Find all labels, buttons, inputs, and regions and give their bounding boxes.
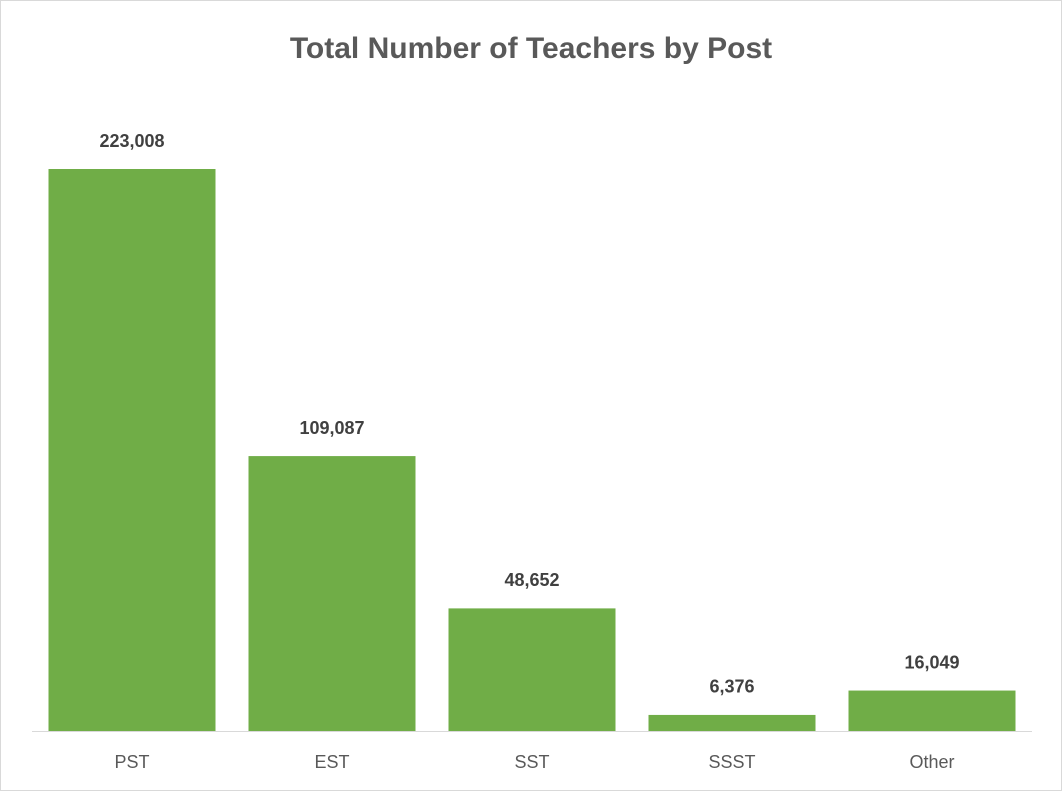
bar xyxy=(848,690,1016,731)
bar xyxy=(48,169,216,731)
data-label: 48,652 xyxy=(504,570,559,590)
bar xyxy=(448,608,616,731)
data-label: 223,008 xyxy=(99,131,164,151)
bar xyxy=(248,456,416,731)
data-label: 109,087 xyxy=(299,418,364,438)
x-tick-label: Other xyxy=(909,752,954,772)
x-tick-label: PST xyxy=(114,752,149,772)
data-label: 16,049 xyxy=(904,652,959,672)
data-label: 6,376 xyxy=(709,677,754,697)
bar xyxy=(648,714,816,731)
chart-title: Total Number of Teachers by Post xyxy=(290,32,772,65)
x-tick-label: SSST xyxy=(708,752,755,772)
x-tick-label: EST xyxy=(314,752,349,772)
x-tick-label: SST xyxy=(514,752,549,772)
